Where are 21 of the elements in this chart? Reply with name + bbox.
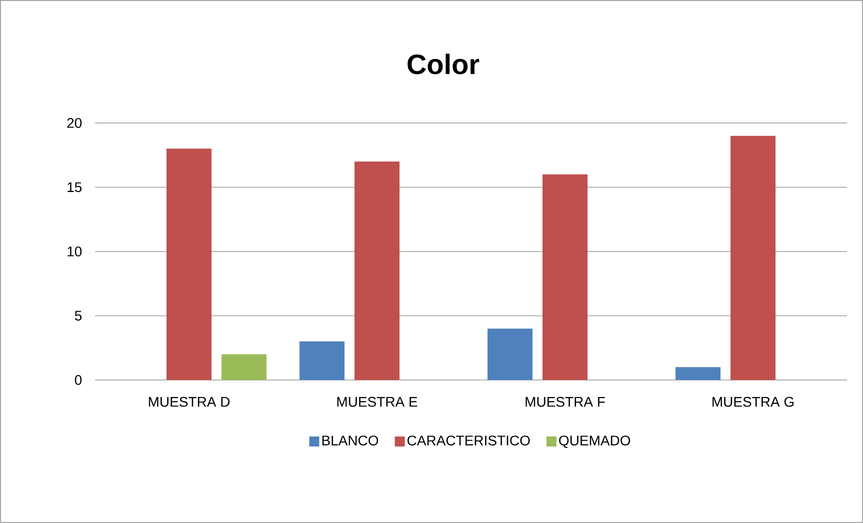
y-tick-label: 0 <box>74 375 82 385</box>
legend-label: BLANCO <box>322 436 378 446</box>
y-tick-label: 5 <box>74 310 82 321</box>
bar <box>300 341 345 380</box>
legend-label: QUEMADO <box>559 436 630 448</box>
bar <box>354 162 400 380</box>
x-tick-label: MUESTRA F <box>526 396 605 407</box>
bar <box>730 136 776 380</box>
y-tick-label: 15 <box>68 182 82 192</box>
y-tick-label: 10 <box>68 246 82 256</box>
x-tick-label: MUESTRA G <box>712 396 794 407</box>
legend-label: CARACTERISTICO <box>408 436 530 446</box>
bar <box>676 367 721 380</box>
chart-title: Color <box>408 54 480 74</box>
bar <box>488 328 533 380</box>
bar <box>166 148 212 380</box>
x-tick-label: MUESTRA E <box>337 396 418 407</box>
bar <box>222 354 267 380</box>
x-tick-label: MUESTRA D <box>148 396 230 407</box>
bar <box>542 174 588 380</box>
y-tick-label: 20 <box>67 118 82 128</box>
